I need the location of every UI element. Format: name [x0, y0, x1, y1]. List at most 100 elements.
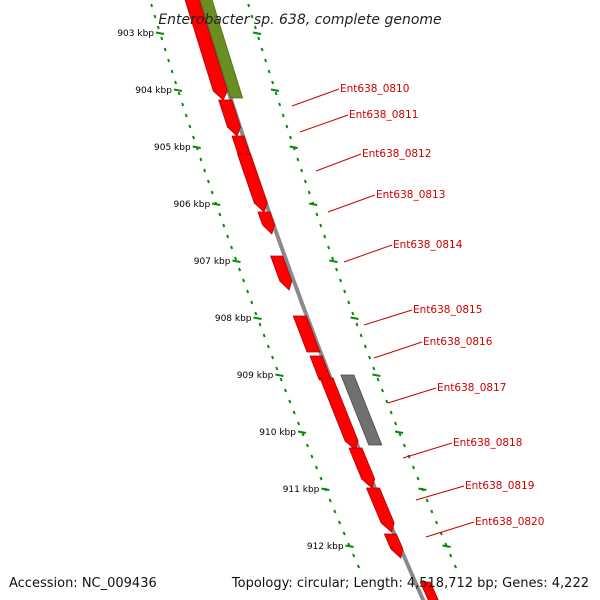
outer-ruler-dot [267, 69, 271, 74]
outer-ruler-dot [253, 25, 257, 30]
cds-feature [365, 487, 395, 533]
outer-ruler-dot [343, 289, 347, 294]
outer-ruler-dot [351, 311, 355, 316]
inner-ruler-dot [292, 410, 296, 415]
inner-ruler-dot [262, 333, 266, 338]
ruler-tick-label: 904 kbp [135, 86, 172, 96]
outer-ruler-dot [264, 58, 268, 63]
outer-ruler-dot [315, 212, 319, 217]
cds-feature [292, 315, 321, 353]
leader-line [387, 387, 437, 404]
ruler-tick-label: 910 kbp [259, 428, 296, 438]
inner-ruler-dot [177, 91, 181, 96]
inner-ruler-dot [242, 278, 246, 283]
cds-feature [419, 581, 439, 600]
ruler-tick-label: 907 kbp [194, 257, 231, 267]
leader-line [315, 153, 362, 172]
leader-line [299, 114, 349, 133]
outer-ruler-dot [368, 355, 372, 360]
inner-ruler-dot [254, 311, 258, 316]
gene-label: Ent638_0819 [465, 480, 534, 492]
outer-ruler-dot [380, 388, 384, 393]
outer-ruler-dot [327, 245, 331, 250]
label-leader-lines [291, 88, 475, 538]
cds-feature [319, 377, 359, 451]
inner-ruler-dot [192, 135, 195, 140]
ruler-tick-label: 906 kbp [174, 200, 211, 210]
inner-ruler-dot [342, 531, 346, 536]
inner-ruler-dot [199, 157, 203, 162]
outer-ruler-dot [355, 322, 359, 327]
ruler-tick-label: 909 kbp [237, 371, 274, 381]
inner-ruler-dot [153, 14, 157, 19]
inner-ruler-dot [301, 432, 305, 437]
inner-ruler-dot [181, 102, 185, 107]
ruler-major-tick [275, 373, 284, 377]
ruler-major-tick [350, 316, 359, 320]
outer-ruler-dot [274, 91, 278, 96]
rna-feature [199, 0, 244, 99]
pseudogene-feature [340, 374, 383, 446]
inner-ruler-dot [210, 190, 214, 195]
outer-ruler-dot [289, 135, 292, 140]
outer-ruler-dot [430, 509, 434, 514]
inner-ruler-dot [271, 355, 275, 360]
inner-ruler-dot [238, 267, 242, 272]
ruler-major-tick [345, 544, 354, 548]
outer-ruler-dot [285, 124, 289, 129]
inner-ruler-dot [288, 399, 292, 404]
outer-ruler-dot [300, 168, 304, 173]
gene-label: Ent638_0820 [475, 516, 544, 528]
outer-ruler-dot [453, 564, 458, 569]
outer-ruler-dot [250, 14, 254, 19]
ruler-tick-label: 905 kbp [154, 143, 191, 153]
inner-ruler-dot [170, 69, 174, 74]
leader-line [343, 244, 393, 263]
ruler-major-tick [270, 88, 280, 92]
ruler-major-tick [252, 31, 262, 35]
outer-ruler-dot [257, 36, 261, 41]
ruler-major-tick [442, 544, 451, 548]
inner-ruler-dot [218, 212, 222, 217]
gene-label: Ent638_0810 [340, 83, 409, 95]
inner-ruler-dot [188, 124, 192, 129]
outer-ruler-dot [389, 410, 393, 415]
gene-label: Ent638_0818 [453, 437, 522, 449]
ruler-major-tick [192, 145, 201, 149]
leader-line [373, 341, 423, 359]
inner-ruler-dot [234, 256, 238, 261]
cds-feature [257, 211, 276, 235]
outer-ruler-dot [416, 476, 420, 481]
ruler-major-tick [394, 430, 404, 434]
gene-label: Ent638_0815 [413, 304, 482, 316]
ruler-tick-label: 903 kbp [117, 29, 154, 39]
leader-line [363, 309, 413, 326]
inner-ruler-dot [163, 47, 167, 52]
inner-ruler-dot [337, 520, 342, 525]
inner-ruler-dot [305, 443, 310, 448]
ruler-tick-label: 911 kbp [283, 485, 320, 495]
inner-ruler-dot [352, 553, 356, 558]
inner-ruler [150, 3, 361, 569]
inner-ruler-dot [203, 168, 207, 173]
gene-label: Ent638_0812 [362, 148, 431, 160]
outer-ruler-dot [434, 520, 439, 525]
ruler-major-tick [329, 259, 338, 263]
outer-ruler-dot [372, 366, 376, 371]
inner-ruler-dot [314, 465, 319, 470]
gene-label: Ent638_0813 [376, 189, 445, 201]
inner-ruler-dot [328, 498, 332, 503]
outer-ruler-dot [331, 256, 335, 261]
outer-ruler-dot [271, 80, 274, 85]
gene-label: Ent638_0811 [349, 109, 418, 121]
gene-label: Ent638_0814 [393, 239, 463, 251]
inner-ruler-dot [226, 234, 230, 239]
outer-ruler-dot [260, 47, 264, 52]
inner-ruler-dot [283, 388, 287, 393]
ruler-major-tick [297, 430, 307, 434]
outer-ruler-dot [323, 234, 327, 239]
cds-feature [184, 0, 228, 101]
outer-ruler-dot [411, 465, 416, 470]
leader-line [327, 194, 376, 213]
